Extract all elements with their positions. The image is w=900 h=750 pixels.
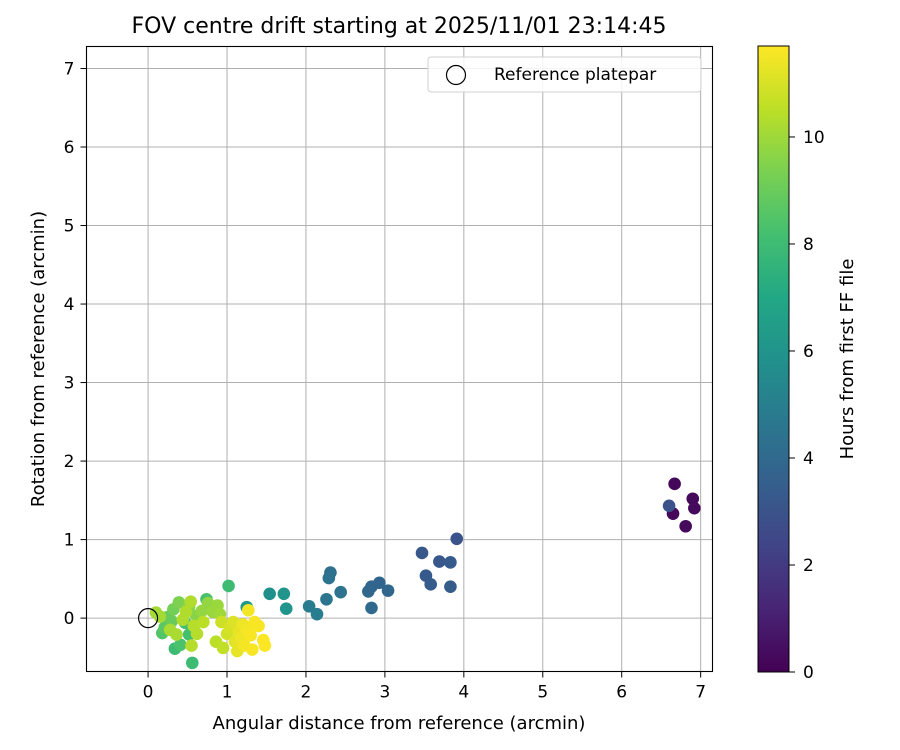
drift-point xyxy=(334,585,347,599)
y-tick-label: 0 xyxy=(64,609,75,629)
chart-title: FOV centre drift starting at 2025/11/01 … xyxy=(132,14,667,39)
axis-ticks: 0 1 2 3 4 5 6 7 0 1 2 3 4 5 6 7 xyxy=(64,59,706,702)
drift-point xyxy=(185,656,199,670)
drift-point xyxy=(279,602,293,615)
colorbar-tick-label: 6 xyxy=(803,342,814,362)
legend-marker-reference xyxy=(445,64,467,86)
drift-point xyxy=(688,501,701,515)
drift-point xyxy=(415,546,429,560)
colorbar-tick-label: 8 xyxy=(803,235,814,255)
reference-platepar-marker xyxy=(137,608,159,629)
drift-point xyxy=(242,603,255,617)
colorbar-tick-label: 10 xyxy=(803,128,825,148)
drift-point xyxy=(190,627,204,641)
drift-point xyxy=(216,641,230,655)
legend-box xyxy=(427,56,702,93)
y-tick-label: 7 xyxy=(64,59,75,79)
x-tick-label: 4 xyxy=(458,683,469,703)
drift-point xyxy=(252,619,265,633)
y-tick-label: 2 xyxy=(64,452,75,472)
colorbar-tick-label: 4 xyxy=(803,449,814,469)
drift-point xyxy=(662,499,676,513)
drift-point xyxy=(184,595,198,608)
drift-point xyxy=(424,578,437,591)
colorbar-ticks: 0 2 4 6 8 10 xyxy=(789,128,825,683)
colorbar-tick-label: 2 xyxy=(803,556,814,576)
x-axis-label: Angular distance from reference (arcmin) xyxy=(213,713,586,734)
drift-point xyxy=(170,628,183,641)
drift-point xyxy=(450,532,464,546)
drift-point xyxy=(362,585,375,598)
drift-point xyxy=(668,477,681,491)
drift-point xyxy=(679,519,692,533)
drift-point xyxy=(444,580,457,594)
drift-point xyxy=(686,492,700,506)
x-tick-label: 5 xyxy=(537,683,548,703)
x-tick-label: 3 xyxy=(379,683,390,703)
drift-point xyxy=(227,615,240,629)
drift-point xyxy=(222,579,235,593)
x-tick-label: 6 xyxy=(616,683,627,703)
drift-point xyxy=(179,605,193,619)
data-points xyxy=(149,477,701,670)
drift-point xyxy=(277,587,291,601)
legend: Reference platepar xyxy=(427,56,702,93)
colorbar xyxy=(757,45,790,673)
reference-point xyxy=(137,608,159,629)
legend-entry-reference: Reference platepar xyxy=(494,65,656,85)
y-tick-label: 5 xyxy=(64,217,75,237)
drift-point xyxy=(245,643,259,656)
drift-point xyxy=(244,629,257,642)
x-tick-label: 1 xyxy=(222,683,233,703)
drift-point xyxy=(258,639,272,652)
y-tick-label: 3 xyxy=(64,374,75,394)
y-tick-label: 1 xyxy=(64,531,75,551)
colorbar-tick-label: 0 xyxy=(803,663,814,683)
y-tick-label: 6 xyxy=(64,138,75,158)
plot-area-frame xyxy=(85,45,714,673)
drift-point xyxy=(310,607,324,621)
drift-point xyxy=(172,596,186,609)
drift-point xyxy=(381,584,395,597)
y-axis-label: Rotation from reference (arcmin) xyxy=(28,211,49,507)
grid-lines xyxy=(86,46,713,672)
colorbar-label: Hours from first FF file xyxy=(837,259,858,460)
drift-point xyxy=(263,587,276,601)
drift-point xyxy=(197,615,210,629)
y-tick-label: 4 xyxy=(64,295,75,315)
x-tick-label: 7 xyxy=(695,683,706,703)
drift-point xyxy=(302,600,316,613)
drift-point xyxy=(174,638,187,652)
drift-point xyxy=(322,571,336,585)
drift-point xyxy=(433,555,446,568)
drift-point xyxy=(444,556,457,569)
x-tick-label: 2 xyxy=(301,683,312,703)
drift-point xyxy=(185,639,198,652)
drift-point xyxy=(365,601,378,615)
x-tick-label: 0 xyxy=(143,683,154,703)
drift-point xyxy=(320,592,333,606)
